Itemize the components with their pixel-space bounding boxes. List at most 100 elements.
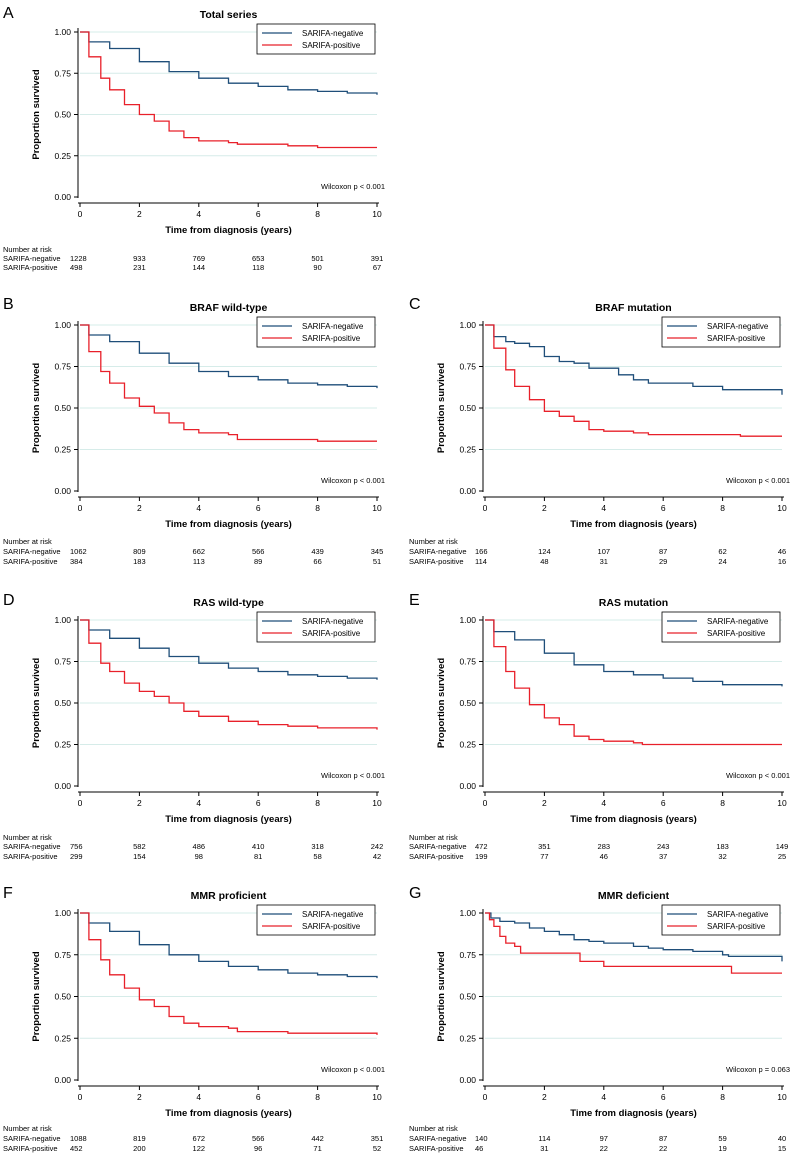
- y-axis-label: Proportion survived: [436, 363, 447, 453]
- y-tick-label: 1.00: [459, 320, 476, 330]
- y-tick-label: 1.00: [54, 27, 71, 37]
- panel-label: C: [409, 296, 421, 313]
- risk-value: 87: [659, 1134, 667, 1143]
- x-tick-label: 4: [196, 503, 201, 513]
- risk-row-label: SARIFA-negative: [409, 842, 467, 851]
- risk-value: 166: [475, 547, 488, 556]
- risk-value: 25: [778, 852, 786, 861]
- x-tick-label: 0: [78, 503, 83, 513]
- y-tick-label: 0.25: [54, 445, 71, 455]
- legend-entry: SARIFA-negative: [302, 322, 364, 331]
- risk-value: 199: [475, 852, 488, 861]
- risk-value: 77: [540, 852, 548, 861]
- curve-sarifa-negative: [80, 324, 378, 389]
- risk-value: 107: [598, 547, 611, 556]
- risk-table-title: Number at risk: [409, 1124, 458, 1133]
- risk-value: 318: [311, 842, 324, 851]
- km-panel-b: B BRAF wild-type 0.00 0.25 0.50 0.75 1.00 0 2 4 6 8…: [3, 296, 385, 566]
- x-tick-label: 6: [661, 1092, 666, 1102]
- legend-entry: SARIFA-negative: [302, 617, 364, 626]
- x-tick-label: 6: [661, 798, 666, 808]
- legend-entry: SARIFA-negative: [707, 617, 769, 626]
- risk-value: 118: [252, 263, 264, 272]
- risk-value: 29: [659, 557, 667, 566]
- panel-label: D: [3, 592, 15, 609]
- y-tick-label: 0.00: [54, 192, 71, 202]
- risk-value: 96: [254, 1144, 262, 1153]
- y-tick-label: 0.25: [54, 1033, 71, 1043]
- x-axis-label: Time from diagnosis (years): [570, 519, 697, 530]
- risk-value: 183: [133, 557, 146, 566]
- y-tick-label: 0.75: [54, 950, 71, 960]
- risk-value: 90: [313, 263, 321, 272]
- risk-value: 351: [371, 1134, 384, 1143]
- x-tick-label: 0: [483, 1092, 488, 1102]
- p-value-annotation: Wilcoxon p < 0.001: [321, 476, 385, 485]
- risk-row-label: SARIFA-negative: [3, 842, 61, 851]
- curve-sarifa-positive: [485, 324, 782, 437]
- risk-row-label: SARIFA-negative: [3, 1134, 61, 1143]
- legend-entry: SARIFA-positive: [302, 629, 361, 638]
- risk-row-label: SARIFA-negative: [3, 547, 61, 556]
- x-tick-label: 2: [137, 798, 142, 808]
- x-tick-label: 4: [196, 209, 201, 219]
- y-tick-label: 1.00: [54, 320, 71, 330]
- risk-value: 653: [252, 254, 265, 263]
- risk-value: 19: [718, 1144, 726, 1153]
- risk-value: 672: [193, 1134, 206, 1143]
- x-tick-label: 4: [601, 503, 606, 513]
- legend-entry: SARIFA-negative: [707, 322, 769, 331]
- x-tick-label: 0: [483, 798, 488, 808]
- legend-entry: SARIFA-positive: [302, 334, 361, 343]
- x-tick-label: 2: [137, 1092, 142, 1102]
- risk-value: 384: [70, 557, 83, 566]
- y-tick-label: 0.25: [459, 1033, 476, 1043]
- legend-entry: SARIFA-positive: [707, 334, 766, 343]
- risk-value: 22: [659, 1144, 667, 1153]
- risk-value: 1088: [70, 1134, 87, 1143]
- curve-sarifa-positive: [485, 912, 782, 974]
- risk-value: 124: [538, 547, 551, 556]
- p-value-annotation: Wilcoxon p < 0.001: [726, 476, 790, 485]
- y-tick-label: 0.00: [459, 486, 476, 496]
- y-tick-label: 0.00: [54, 1075, 71, 1085]
- risk-value: 442: [311, 1134, 324, 1143]
- x-axis-label: Time from diagnosis (years): [165, 814, 292, 825]
- risk-value: 31: [600, 557, 608, 566]
- risk-row-label: SARIFA-positive: [3, 852, 58, 861]
- panel-title: BRAF wild-type: [190, 302, 268, 314]
- risk-value: 452: [70, 1144, 83, 1153]
- x-tick-label: 8: [720, 798, 725, 808]
- x-tick-label: 2: [137, 209, 142, 219]
- risk-row-label: SARIFA-positive: [3, 263, 58, 272]
- risk-row-label: SARIFA-positive: [409, 1144, 464, 1153]
- y-tick-label: 0.50: [54, 992, 71, 1002]
- risk-value: 51: [373, 557, 381, 566]
- p-value-annotation: Wilcoxon p < 0.001: [321, 182, 385, 191]
- panel-label: G: [409, 885, 421, 902]
- x-tick-label: 2: [542, 503, 547, 513]
- y-tick-label: 0.00: [459, 1075, 476, 1085]
- p-value-annotation: Wilcoxon p < 0.001: [321, 1065, 385, 1074]
- risk-value: 52: [373, 1144, 381, 1153]
- risk-value: 200: [133, 1144, 146, 1153]
- x-tick-label: 4: [196, 1092, 201, 1102]
- risk-value: 410: [252, 842, 265, 851]
- risk-table-title: Number at risk: [3, 537, 52, 546]
- panel-title: RAS mutation: [599, 597, 668, 609]
- panel-label: B: [3, 296, 14, 313]
- risk-value: 140: [475, 1134, 488, 1143]
- risk-value: 819: [133, 1134, 146, 1143]
- y-tick-label: 0.75: [54, 362, 71, 372]
- y-tick-label: 0.50: [54, 698, 71, 708]
- y-tick-label: 0.25: [54, 151, 71, 161]
- risk-value: 566: [252, 1134, 265, 1143]
- risk-value: 42: [373, 852, 381, 861]
- x-tick-label: 6: [256, 503, 261, 513]
- x-axis-label: Time from diagnosis (years): [165, 519, 292, 530]
- y-axis-label: Proportion survived: [31, 658, 42, 748]
- y-axis-label: Proportion survived: [31, 69, 42, 159]
- legend-box: [256, 23, 376, 55]
